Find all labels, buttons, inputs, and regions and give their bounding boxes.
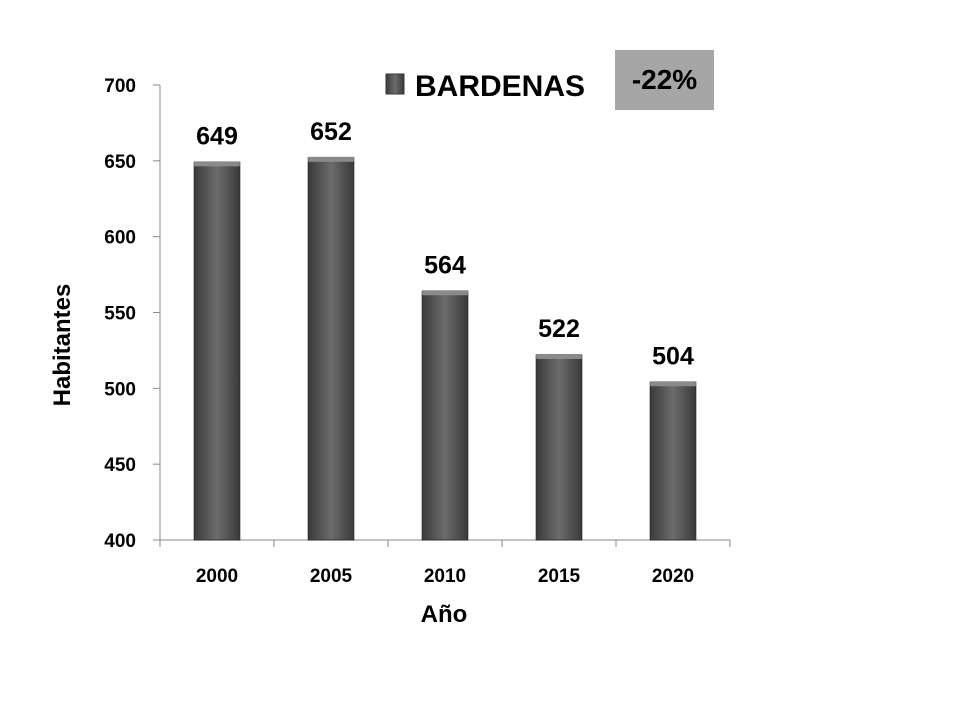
bar-value-label: 649 <box>196 122 238 150</box>
y-tick-label: 400 <box>104 531 136 552</box>
bar-value-label: 522 <box>538 315 580 343</box>
y-tick-label: 700 <box>104 76 136 97</box>
x-tick-label: 2010 <box>424 566 466 587</box>
y-axis: 400 450 500 550 600 650 700 <box>104 76 161 552</box>
y-axis-title: Habitantes <box>49 284 76 407</box>
bar <box>193 161 241 541</box>
x-axis: 2000 2005 2010 2015 2020 <box>159 539 731 587</box>
bar <box>307 157 355 541</box>
x-tick-label: 2000 <box>196 566 238 587</box>
legend: BARDENAS <box>385 70 585 103</box>
y-tick-label: 500 <box>104 379 136 400</box>
bar <box>421 290 469 541</box>
data-labels: 649 652 564 522 504 <box>196 118 694 370</box>
change-percent-badge: -22% <box>615 50 714 110</box>
x-tick-label: 2020 <box>652 566 694 587</box>
y-tick-label: 450 <box>104 455 136 476</box>
bars <box>193 156 697 541</box>
bar-value-label: 652 <box>310 118 352 146</box>
x-axis-title: Año <box>421 601 468 628</box>
x-tick-label: 2015 <box>538 566 581 587</box>
legend-label: BARDENAS <box>415 70 585 103</box>
bar-value-label: 564 <box>424 251 466 279</box>
bar-cap <box>422 290 468 296</box>
bar <box>535 354 583 541</box>
x-tick-label: 2005 <box>310 566 353 587</box>
y-tick-label: 600 <box>104 228 136 249</box>
bar-value-label: 504 <box>652 342 694 370</box>
bar-cap <box>536 353 582 359</box>
y-tick-label: 550 <box>104 304 136 325</box>
bar-cap <box>194 161 240 167</box>
y-tick-label: 650 <box>104 152 136 173</box>
legend-swatch <box>385 73 405 95</box>
bar-cap <box>650 381 696 387</box>
bar-cap <box>308 156 354 162</box>
bar <box>649 381 697 541</box>
